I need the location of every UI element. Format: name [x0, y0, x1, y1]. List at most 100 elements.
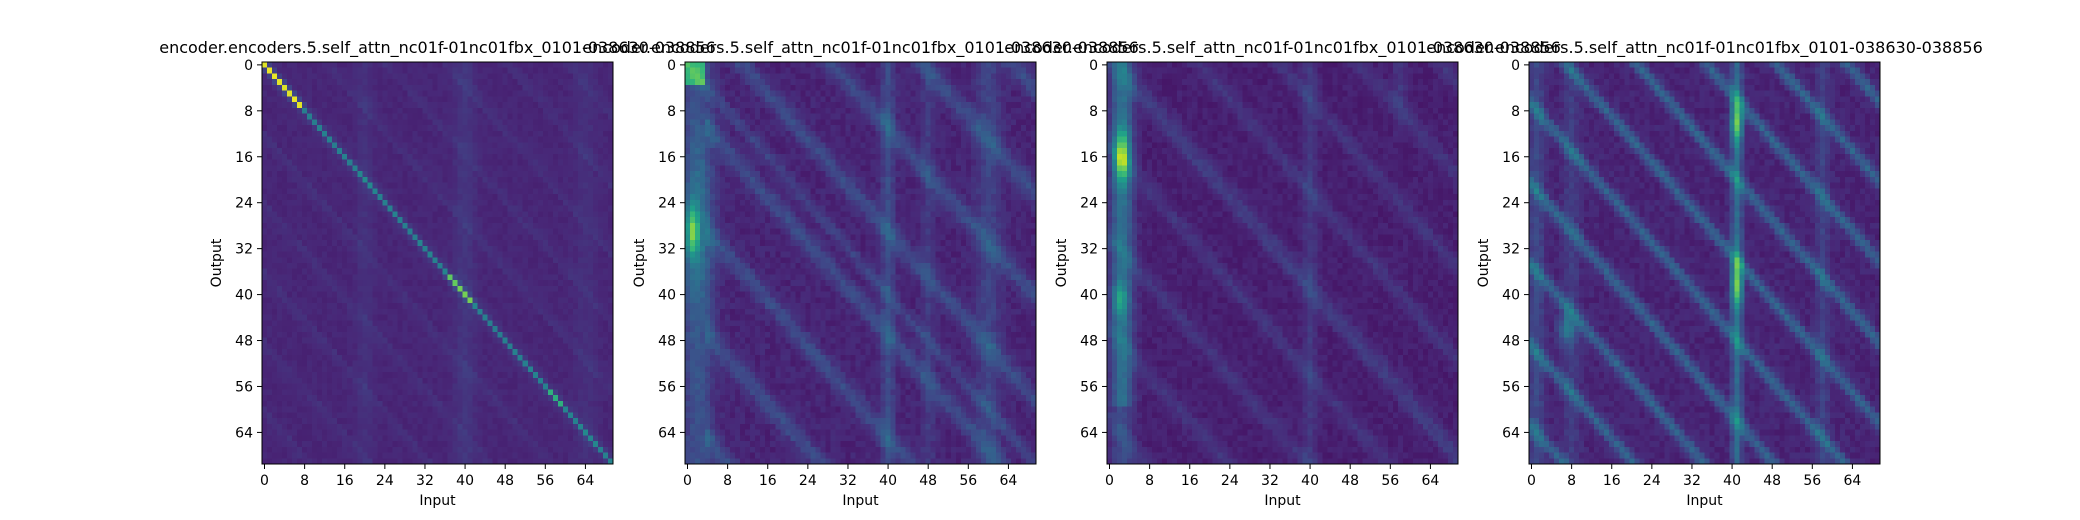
heatmap-cell: [332, 137, 338, 143]
heatmap-cell: [463, 384, 469, 390]
heatmap-cell: [337, 246, 343, 252]
heatmap-cell: [468, 418, 474, 424]
heatmap-cell: [478, 280, 484, 286]
heatmap-cell: [448, 252, 454, 258]
heatmap-cell: [438, 418, 444, 424]
heatmap-cell: [493, 211, 499, 217]
heatmap-cell: [342, 453, 348, 459]
heatmap-cell: [422, 137, 428, 143]
heatmap-cell: [397, 395, 403, 401]
heatmap-cell: [503, 389, 509, 395]
heatmap-cell: [438, 114, 444, 120]
heatmap-cell: [372, 361, 378, 367]
heatmap-cell: [568, 125, 574, 131]
heatmap-cell: [432, 108, 438, 114]
heatmap-cell: [327, 361, 333, 367]
heatmap-cell: [593, 125, 599, 131]
heatmap-cell: [588, 91, 594, 97]
heatmap-cell: [287, 401, 293, 407]
x-tick-label: 0: [260, 473, 269, 489]
heatmap-cell: [523, 315, 529, 321]
heatmap-cell: [382, 263, 388, 269]
heatmap-cell: [583, 412, 589, 418]
heatmap-cell: [543, 229, 549, 235]
heatmap-cell: [543, 355, 549, 361]
heatmap-cell: [317, 79, 323, 85]
heatmap-cell: [513, 326, 519, 332]
heatmap-cell: [443, 154, 449, 160]
heatmap-cell: [458, 131, 464, 137]
heatmap-cell: [362, 252, 368, 258]
heatmap-cell: [458, 142, 464, 148]
heatmap-cell: [563, 183, 569, 189]
heatmap-cell: [473, 389, 479, 395]
heatmap-cell: [588, 102, 594, 108]
heatmap-cell: [563, 240, 569, 246]
heatmap-cell: [528, 349, 534, 355]
heatmap-cell: [523, 280, 529, 286]
heatmap-cell: [558, 137, 564, 143]
heatmap-cell: [287, 389, 293, 395]
heatmap-cell: [337, 326, 343, 332]
heatmap-cell: [543, 366, 549, 372]
heatmap-cell: [302, 292, 308, 298]
heatmap-cell: [463, 125, 469, 131]
heatmap-cell: [337, 286, 343, 292]
heatmap-cell: [463, 142, 469, 148]
heatmap-cell: [458, 269, 464, 275]
heatmap-cell: [448, 177, 454, 183]
heatmap-cell: [432, 384, 438, 390]
heatmap-cell: [553, 349, 559, 355]
heatmap-cell: [262, 73, 268, 79]
heatmap-cell: [347, 206, 353, 212]
heatmap-cell: [578, 303, 584, 309]
heatmap-cell: [337, 361, 343, 367]
heatmap-cell: [377, 430, 383, 436]
heatmap-cell: [297, 349, 303, 355]
heatmap-cell: [392, 246, 398, 252]
heatmap-cell: [422, 401, 428, 407]
heatmap-cell: [317, 85, 323, 91]
heatmap-cell: [392, 338, 398, 344]
heatmap-cell: [292, 137, 298, 143]
heatmap-cell: [523, 453, 529, 459]
heatmap-cell: [523, 137, 529, 143]
heatmap-cell: [327, 355, 333, 361]
heatmap-cell: [357, 332, 363, 338]
heatmap-cell: [422, 257, 428, 263]
heatmap-cell: [377, 160, 383, 166]
heatmap-cell: [478, 223, 484, 229]
heatmap-cell: [377, 177, 383, 183]
heatmap-cell: [443, 286, 449, 292]
heatmap-cell: [503, 108, 509, 114]
heatmap-cell: [342, 292, 348, 298]
heatmap-cell: [583, 263, 589, 269]
heatmap-cell: [438, 85, 444, 91]
heatmap-cell: [558, 263, 564, 269]
heatmap-cell: [302, 430, 308, 436]
heatmap-cell: [307, 240, 313, 246]
heatmap-cell: [412, 430, 418, 436]
heatmap-cell: [432, 114, 438, 120]
heatmap-cell: [407, 125, 413, 131]
heatmap-cell: [327, 79, 333, 85]
heatmap-cell: [317, 343, 323, 349]
heatmap-cell: [277, 91, 283, 97]
heatmap-cell: [417, 246, 423, 252]
heatmap-cell: [483, 85, 489, 91]
heatmap-cell: [498, 412, 504, 418]
heatmap-cell: [297, 114, 303, 120]
heatmap-cell: [407, 286, 413, 292]
heatmap-cell: [407, 183, 413, 189]
heatmap-cell: [543, 142, 549, 148]
heatmap-cell: [302, 297, 308, 303]
heatmap-cell: [553, 194, 559, 200]
heatmap-cell: [498, 326, 504, 332]
heatmap-cell: [312, 274, 318, 280]
heatmap-cell: [548, 177, 554, 183]
heatmap-cell: [598, 119, 604, 125]
heatmap-cell: [282, 217, 288, 223]
heatmap-cell: [387, 125, 393, 131]
heatmap-cell: [438, 412, 444, 418]
heatmap-cell: [553, 165, 559, 171]
